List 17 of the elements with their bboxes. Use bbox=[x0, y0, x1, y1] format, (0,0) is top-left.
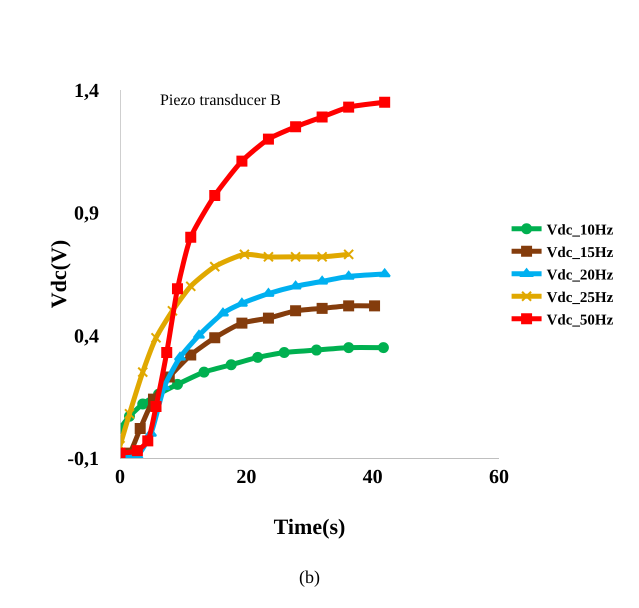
y-tick-label: 0,4 bbox=[74, 325, 99, 348]
y-tick-label: 0,9 bbox=[74, 202, 99, 225]
legend-label: Vdc_50Hz bbox=[546, 312, 614, 329]
x-tick-label: 40 bbox=[362, 466, 383, 488]
x-tick-label: 0 bbox=[115, 466, 125, 488]
x-axis-title: Time(s) bbox=[274, 514, 346, 539]
y-axis-title: Vdc(V) bbox=[46, 240, 71, 308]
x-tick-label: 60 bbox=[489, 466, 509, 488]
legend-label: Vdc_25Hz bbox=[546, 290, 614, 306]
legend-label: Vdc_10Hz bbox=[546, 222, 614, 239]
chart-title: Piezo transducer B bbox=[160, 92, 281, 109]
text: (b) bbox=[299, 567, 320, 587]
legend-label: Vdc_15Hz bbox=[546, 245, 614, 262]
y-tick-label: -0,1 bbox=[67, 448, 99, 470]
legend-label: Vdc_20Hz bbox=[546, 268, 614, 284]
y-tick-label: 1,4 bbox=[74, 80, 99, 102]
x-tick-label: 20 bbox=[236, 466, 256, 488]
